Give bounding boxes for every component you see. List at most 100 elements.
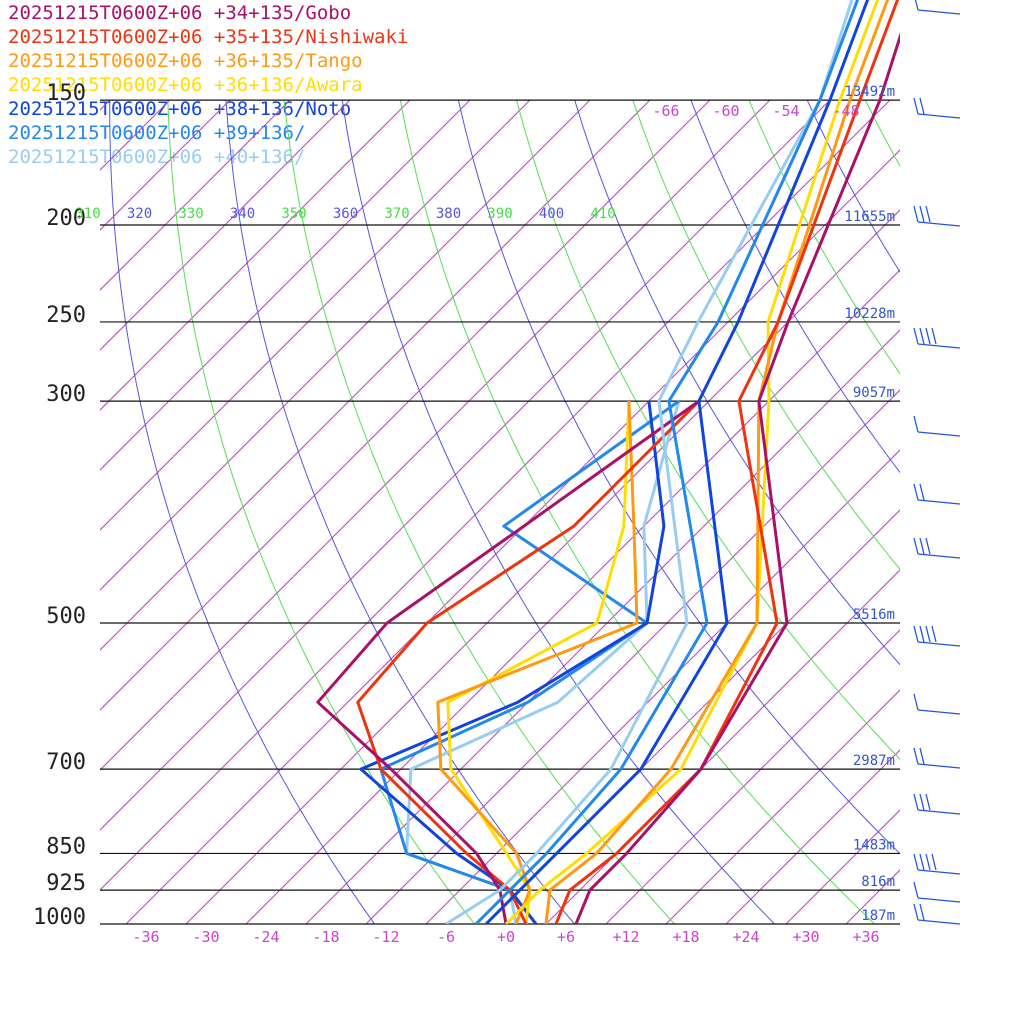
isotherm-line [0,0,388,924]
barb-shaft [917,709,961,715]
barb-shaft [917,113,961,119]
isotherm-line [845,869,900,924]
barb-feather [919,793,925,811]
barb-feather [913,793,919,811]
pressure-label: 500 [46,604,86,629]
legend-entry: 20251215T0600Z+06 +36+135/Tango [8,50,363,72]
wind-barb [913,693,961,715]
x-tick-label: +30 [792,928,819,946]
wind-barbs [913,0,961,925]
pressure-label: 700 [46,750,86,775]
isotherm-line [605,629,900,924]
isotherm-line [425,449,900,924]
isotherm-line [100,100,411,411]
theta-label: 410 [590,206,615,222]
upper-isotherm-label: -66 [652,102,679,120]
barb-feather [913,903,919,921]
barb-feather [913,537,919,555]
temperature-profile [445,0,854,924]
barb-shaft [917,431,961,437]
dry-adiabat-line [574,100,900,666]
isotherm-line [125,149,900,924]
sounding-profiles [316,0,900,924]
isotherm-line [100,100,651,651]
barb-feather [913,483,919,501]
pressure-label: 250 [46,303,86,328]
isotherm-line [100,100,771,771]
barb-shaft [917,499,961,505]
height-label: 187m [861,908,895,924]
barb-feather [913,693,919,711]
barb-feather [925,205,931,223]
x-tick-label: +18 [672,928,699,946]
theta-label: 320 [127,206,152,222]
barb-shaft [917,897,961,903]
x-tick-label: -6 [437,928,455,946]
barb-shaft [917,221,961,227]
barb-feather [919,747,925,765]
legend-entry: 20251215T0600Z+06 +40+136/ [8,146,306,168]
barb-feather [913,853,919,871]
wind-barb [913,483,961,505]
isotherm-line [100,100,591,591]
wind-barb [913,537,961,559]
barb-feather [919,903,925,921]
x-tick-label: +0 [497,928,515,946]
x-tick-label: +24 [732,928,759,946]
wind-barb [913,625,961,647]
barb-shaft [917,343,961,349]
isotherm-line [100,100,471,471]
theta-label: 330 [178,206,203,222]
wind-barb [913,97,961,119]
wind-barb [913,327,961,349]
wind-barb [913,793,961,815]
temperature-profile [474,0,860,924]
wind-barb [913,205,961,227]
legend-entry: 20251215T0600Z+06 +39+136/ [8,122,306,144]
isotherm-line [100,100,891,891]
x-tick-label: -12 [372,928,399,946]
dry-adiabat-line [457,100,900,855]
x-tick-label: +36 [852,928,879,946]
barb-feather [925,793,931,811]
dry-adiabat-line [167,100,476,924]
x-tick-label: -36 [132,928,159,946]
barb-feather [913,415,919,433]
temperature-profile [484,0,870,924]
axis-labels: 100150200250300500700850925100016051m134… [33,81,895,946]
barb-feather [925,327,931,345]
isotherm-grid [0,0,900,924]
isotherm-line [100,100,231,231]
height-label: 9057m [853,385,895,401]
isotherm-line [245,269,900,924]
dry-adiabat-line [109,100,376,924]
barb-shaft [917,869,961,875]
x-tick-label: -18 [312,928,339,946]
isotherm-line [100,100,291,291]
temperature-profile [574,32,900,924]
wind-barb [913,903,961,925]
barb-shaft [917,919,961,925]
pressure-label: 300 [46,382,86,407]
isotherm-line [100,100,171,171]
temperature-profile [544,0,890,924]
barb-feather [919,327,925,345]
barb-shaft [917,809,961,815]
barb-feather [925,537,931,555]
barb-feather [925,853,931,871]
isotherm-line [185,209,900,924]
pressure-label: 200 [46,206,86,231]
height-label: 1483m [853,837,895,853]
isotherm-line [100,100,531,531]
temperature-profile [554,0,900,924]
isotherm-line [485,509,900,924]
wind-barb [913,853,961,875]
temperature-profile [504,0,880,924]
barb-shaft [917,9,961,15]
barb-feather [913,747,919,765]
isotherm-line [100,100,831,831]
dewpoint-profile [356,400,700,924]
barb-feather [913,327,919,345]
isotherm-line [305,329,900,924]
wind-barb [914,0,961,15]
